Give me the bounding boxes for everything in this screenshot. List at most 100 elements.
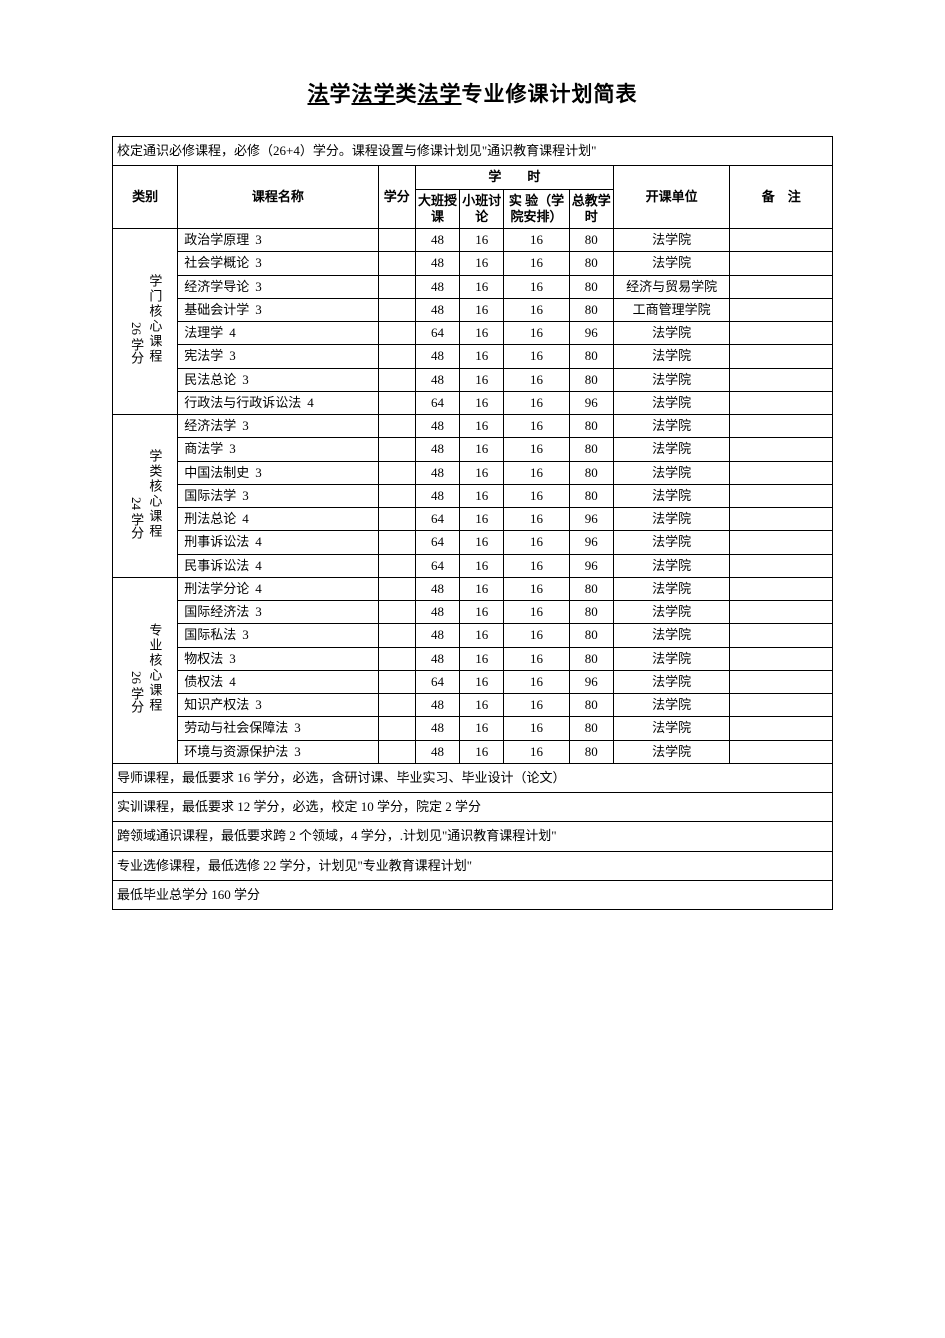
unit-cell: 法学院: [613, 368, 729, 391]
small-class-cell: 16: [460, 717, 504, 740]
course-name: 经济法学: [184, 418, 236, 434]
top-note: 校定通识必修课程，必修（26+4）学分。课程设置与修课计划见"通识教育课程计划": [113, 137, 833, 166]
course-name-cell: 知识产权法3: [178, 694, 378, 717]
course-name-cell: 刑法学分论4: [178, 577, 378, 600]
remark-cell: [730, 670, 833, 693]
remark-cell: [730, 601, 833, 624]
table-row: 行政法与行政诉讼法464161696法学院: [113, 391, 833, 414]
big-class-cell: 48: [415, 415, 459, 438]
remark-cell: [730, 298, 833, 321]
course-name: 宪法学: [184, 348, 223, 364]
category-cell: 24 学分学类核心课程: [113, 415, 178, 578]
course-name-cell: 基础会计学3: [178, 298, 378, 321]
unit-cell: 法学院: [613, 740, 729, 763]
footer-row: 跨领域通识课程，最低要求跨 2 个领域，4 学分，.计划见"通识教育课程计划": [113, 822, 833, 851]
total-hours-cell: 80: [569, 275, 613, 298]
course-name: 社会学概论: [184, 255, 249, 271]
course-name: 法理学: [184, 325, 223, 341]
small-class-cell: 16: [460, 415, 504, 438]
remark-cell: [730, 624, 833, 647]
course-credit-inline: 3: [242, 372, 249, 388]
remark-cell: [730, 717, 833, 740]
unit-cell: 法学院: [613, 577, 729, 600]
small-class-cell: 16: [460, 554, 504, 577]
experiment-cell: 16: [504, 322, 569, 345]
table-row: 经济学导论348161680经济与贸易学院: [113, 275, 833, 298]
credit-cell: [378, 554, 415, 577]
top-note-row: 校定通识必修课程，必修（26+4）学分。课程设置与修课计划见"通识教育课程计划": [113, 137, 833, 166]
credit-cell: [378, 624, 415, 647]
course-name-cell: 刑事诉讼法4: [178, 531, 378, 554]
remark-cell: [730, 275, 833, 298]
small-class-cell: 16: [460, 577, 504, 600]
total-hours-cell: 80: [569, 415, 613, 438]
total-hours-cell: 96: [569, 322, 613, 345]
course-name-cell: 劳动与社会保障法3: [178, 717, 378, 740]
course-name-cell: 刑法总论4: [178, 508, 378, 531]
course-name: 中国法制史: [184, 465, 249, 481]
course-name-cell: 经济法学3: [178, 415, 378, 438]
experiment-cell: 16: [504, 484, 569, 507]
table-row: 知识产权法348161680法学院: [113, 694, 833, 717]
small-class-cell: 16: [460, 508, 504, 531]
course-name: 物权法: [184, 651, 223, 667]
header-small-class: 小班讨论: [460, 189, 504, 229]
experiment-cell: 16: [504, 461, 569, 484]
table-row: 基础会计学348161680工商管理学院: [113, 298, 833, 321]
big-class-cell: 48: [415, 577, 459, 600]
header-hours-group: 学 时: [415, 166, 613, 189]
header-total-hours: 总教学时: [569, 189, 613, 229]
table-row: 劳动与社会保障法348161680法学院: [113, 717, 833, 740]
course-name-cell: 国际私法3: [178, 624, 378, 647]
total-hours-cell: 96: [569, 508, 613, 531]
course-name-cell: 政治学原理3: [178, 229, 378, 252]
table-row: 民法总论348161680法学院: [113, 368, 833, 391]
remark-cell: [730, 438, 833, 461]
header-row-1: 类别 课程名称 学分 学 时 开课单位 备 注: [113, 166, 833, 189]
credit-cell: [378, 391, 415, 414]
course-name-cell: 环境与资源保护法3: [178, 740, 378, 763]
small-class-cell: 16: [460, 670, 504, 693]
unit-cell: 法学院: [613, 531, 729, 554]
unit-cell: 法学院: [613, 252, 729, 275]
credit-cell: [378, 694, 415, 717]
unit-cell: 法学院: [613, 554, 729, 577]
title-part-4: 类: [396, 82, 418, 106]
small-class-cell: 16: [460, 694, 504, 717]
course-name-cell: 债权法4: [178, 670, 378, 693]
credit-cell: [378, 508, 415, 531]
credit-cell: [378, 275, 415, 298]
experiment-cell: 16: [504, 508, 569, 531]
course-name-cell: 社会学概论3: [178, 252, 378, 275]
total-hours-cell: 80: [569, 577, 613, 600]
unit-cell: 法学院: [613, 415, 729, 438]
experiment-cell: 16: [504, 717, 569, 740]
footer-note: 跨领域通识课程，最低要求跨 2 个领域，4 学分，.计划见"通识教育课程计划": [113, 822, 833, 851]
big-class-cell: 48: [415, 461, 459, 484]
big-class-cell: 48: [415, 647, 459, 670]
big-class-cell: 48: [415, 624, 459, 647]
experiment-cell: 16: [504, 531, 569, 554]
course-credit-inline: 3: [294, 744, 301, 760]
course-credit-inline: 3: [255, 465, 262, 481]
unit-cell: 经济与贸易学院: [613, 275, 729, 298]
big-class-cell: 48: [415, 740, 459, 763]
remark-cell: [730, 391, 833, 414]
total-hours-cell: 80: [569, 484, 613, 507]
experiment-cell: 16: [504, 624, 569, 647]
credit-cell: [378, 577, 415, 600]
unit-cell: 法学院: [613, 670, 729, 693]
course-name-cell: 商法学3: [178, 438, 378, 461]
table-row: 宪法学348161680法学院: [113, 345, 833, 368]
footer-note: 导师课程，最低要求 16 学分，必选，含研讨课、毕业实习、毕业设计（论文）: [113, 763, 833, 792]
course-name-cell: 物权法3: [178, 647, 378, 670]
remark-cell: [730, 740, 833, 763]
course-name: 刑法总论: [184, 511, 236, 527]
course-credit-inline: 3: [255, 302, 262, 318]
table-row: 26 学分专业核心课程刑法学分论448161680法学院: [113, 577, 833, 600]
course-credit-inline: 3: [294, 720, 301, 736]
credit-cell: [378, 717, 415, 740]
category-credits: 24 学分: [128, 497, 144, 539]
unit-cell: 法学院: [613, 438, 729, 461]
small-class-cell: 16: [460, 647, 504, 670]
